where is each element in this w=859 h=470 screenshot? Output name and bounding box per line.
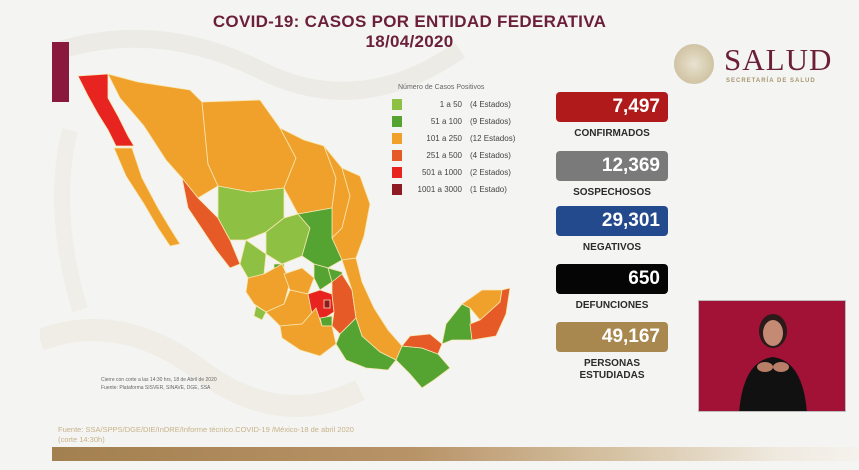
- map-footnote: Cierre con corte a las 14:30 hrs, 18 de …: [101, 377, 217, 391]
- footer-gradient-bar: [52, 447, 859, 461]
- legend-item: 101 a 250 (12 Estados): [392, 130, 542, 147]
- stat-value: 12,369: [556, 151, 668, 181]
- state-baja-california: [77, 73, 135, 147]
- mexico-map: [77, 73, 511, 389]
- salud-logo: SALUD SECRETARÍA DE SALUD: [672, 42, 842, 92]
- logo-wordmark: SALUD: [724, 42, 833, 77]
- state-sinaloa: [181, 177, 241, 269]
- legend-title: Número de Casos Positivos: [398, 84, 485, 91]
- legend-swatch: [392, 184, 402, 195]
- state-chiapas: [395, 345, 451, 389]
- state-queretaro: [313, 263, 333, 291]
- legend-swatch: [392, 167, 402, 178]
- state-quintana-roo: [469, 287, 511, 341]
- map-legend: Número de Casos Positivos 1 a 50 (4 Esta…: [392, 84, 542, 198]
- stat-label: PERSONAS ESTUDIADAS: [579, 358, 645, 381]
- stat-label: CONFIRMADOS: [574, 128, 650, 139]
- stat-value: 650: [556, 264, 668, 294]
- stat-sospechosos: 12,369 SOSPECHOSOS: [556, 151, 668, 199]
- sign-language-interpreter-video: [698, 300, 846, 412]
- legend-item: 51 a 100 (9 Estados): [392, 113, 542, 130]
- state-chihuahua: [201, 99, 297, 193]
- background-watermark: [40, 29, 466, 417]
- state-sonora: [107, 73, 219, 199]
- legend-swatch: [392, 133, 402, 144]
- state-oaxaca: [335, 317, 397, 371]
- legend-item: 501 a 1000 (2 Estados): [392, 164, 542, 181]
- stat-label: NEGATIVOS: [582, 242, 642, 253]
- interpreter-figure-icon: [739, 314, 807, 411]
- stat-defunciones: 650 DEFUNCIONES: [556, 264, 668, 312]
- state-cdmx: [323, 299, 331, 309]
- legend-swatch: [392, 99, 402, 110]
- legend-item: 1 a 50 (4 Estados): [392, 96, 542, 113]
- stat-value: 49,167: [556, 322, 668, 352]
- stat-value: 29,301: [556, 206, 668, 236]
- logo-subtitle: SECRETARÍA DE SALUD: [726, 78, 816, 84]
- page-date: 18/04/2020: [365, 32, 454, 51]
- stat-negativos: 29,301 NEGATIVOS: [556, 206, 668, 254]
- legend-swatch: [392, 150, 402, 161]
- mexico-seal-icon: [674, 44, 714, 84]
- state-colima: [253, 305, 267, 321]
- state-nayarit: [239, 239, 267, 279]
- state-guerrero: [279, 307, 337, 357]
- legend-item: 1001 a 3000 (1 Estado): [392, 181, 542, 198]
- state-baja-california-sur: [113, 147, 181, 247]
- state-campeche: [441, 303, 473, 345]
- legend-swatch: [392, 116, 402, 127]
- legend-item: 251 a 500 (4 Estados): [392, 147, 542, 164]
- stat-label: SOSPECHOSOS: [573, 187, 651, 198]
- source-citation: Fuente: SSA/SPPS/DGE/DIE/InDRE/Informe t…: [58, 425, 354, 444]
- stat-label: DEFUNCIONES: [575, 300, 649, 311]
- stat-confirmados: 7,497 CONFIRMADOS: [556, 92, 668, 140]
- page-title: COVID-19: CASOS POR ENTIDAD FEDERATIVA: [212, 12, 607, 31]
- stat-personas-estudiadas: 49,167 PERSONAS ESTUDIADAS: [556, 322, 668, 382]
- state-guanajuato: [283, 267, 315, 295]
- stat-value: 7,497: [556, 92, 668, 122]
- accent-tab: [52, 42, 69, 102]
